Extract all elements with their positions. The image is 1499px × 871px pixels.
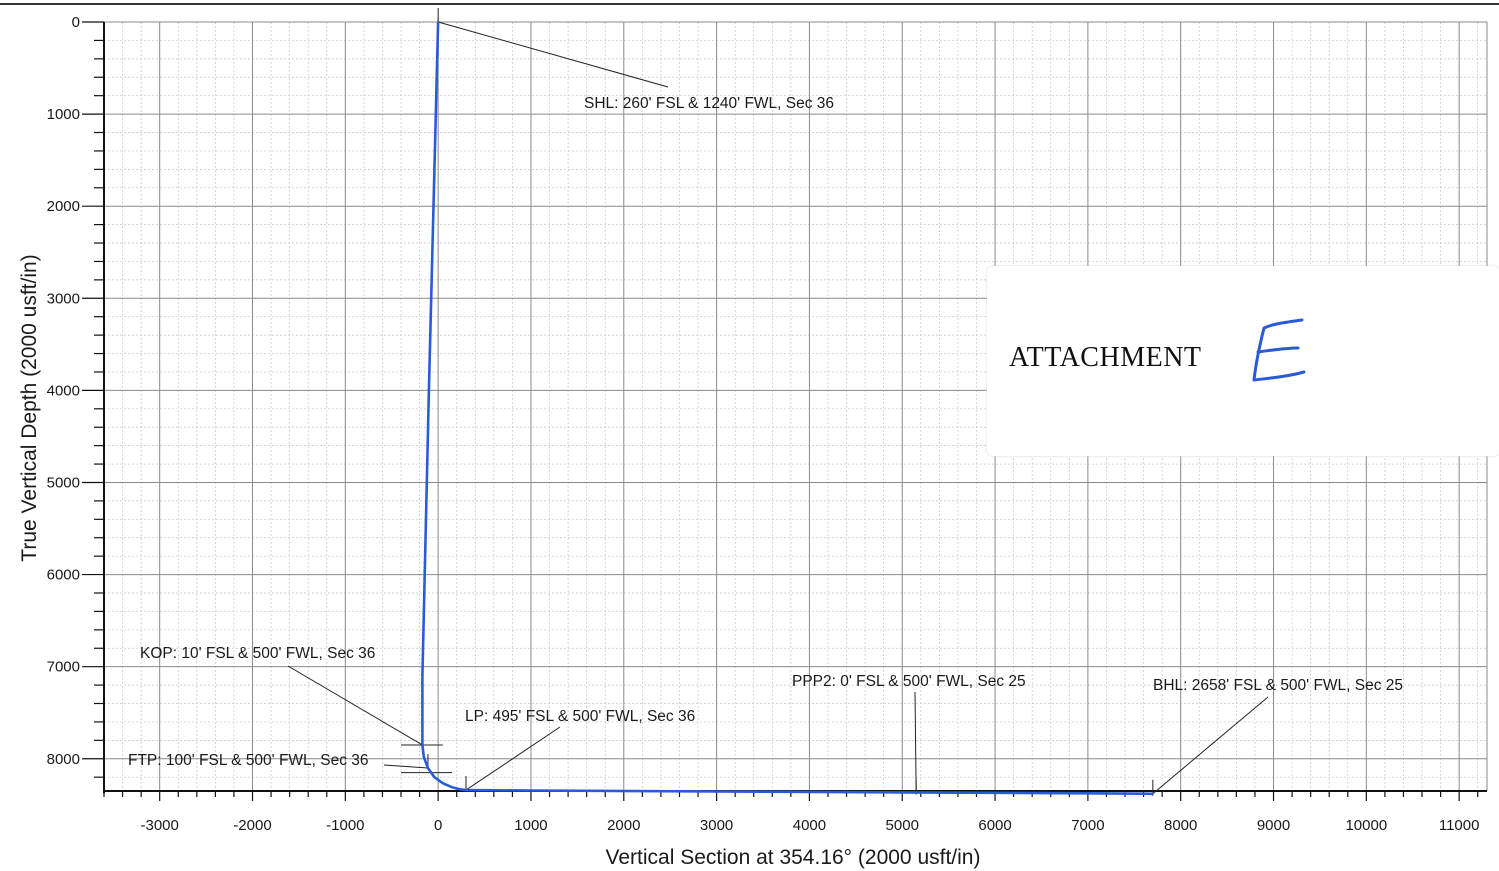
y-tick-label: 7000 (47, 659, 80, 676)
y-tick-label: 4000 (47, 382, 80, 399)
annotation-label: FTP: 100' FSL & 500' FWL, Sec 36 (128, 752, 369, 769)
x-tick-label: 2000 (607, 817, 640, 834)
x-tick-label: -2000 (233, 817, 271, 834)
plot-area (421, 18, 1153, 796)
axes: -3000 -2000 -1000 0 1000 2000 3000 4000 5000 6000… (0, 3, 1499, 834)
attachment-stamp: ATTACHMENT (987, 266, 1499, 456)
annotation-leader (1152, 696, 1269, 795)
annotation-label: LP: 495' FSL & 500' FWL, Sec 36 (465, 708, 695, 725)
annotation-leader (438, 21, 669, 88)
annotation-leaders (287, 8, 1269, 796)
annotation-label: PPP2: 0' FSL & 500' FWL, Sec 25 (792, 673, 1026, 690)
x-tick-label: 11000 (1439, 817, 1480, 834)
attachment-label: ATTACHMENT (1009, 342, 1202, 373)
annotation-leader (287, 665, 423, 746)
x-tick-label: 8000 (1164, 817, 1197, 834)
annotation-label: BHL: 2658' FSL & 500' FWL, Sec 25 (1153, 677, 1403, 694)
x-axis-title: Vertical Section at 354.16° (2000 usft/i… (606, 846, 981, 869)
x-tick-label: 0 (434, 817, 442, 834)
annotation-label: KOP: 10' FSL & 500' FWL, Sec 36 (140, 645, 375, 662)
y-tick-label: 8000 (47, 751, 80, 768)
x-tick-label: 3000 (700, 817, 733, 834)
x-tick-label: 4000 (793, 817, 826, 834)
x-tick-label: -1000 (326, 817, 364, 834)
y-tick-label: 1000 (47, 106, 80, 123)
x-tick-label: 1000 (514, 817, 547, 834)
y-tick-label: 0 (72, 14, 80, 31)
annotation-leader (914, 691, 917, 793)
y-tick-label: 5000 (47, 474, 80, 491)
annotation-leader (465, 726, 561, 791)
y-tick-label: 3000 (47, 290, 80, 307)
y-tick-label: 6000 (47, 567, 80, 584)
y-tick-label: 2000 (47, 198, 80, 215)
x-tick-label: 10000 (1345, 817, 1387, 834)
x-tick-label: -3000 (141, 817, 179, 834)
annotation-label: SHL: 260' FSL & 1240' FWL, Sec 36 (584, 95, 834, 112)
annotations: SHL: 260' FSL & 1240' FWL, Sec 36 KOP: 10… (128, 95, 1403, 769)
y-axis-title: True Vertical Depth (2000 usft/in) (18, 254, 41, 561)
x-tick-label: 6000 (978, 817, 1011, 834)
x-tick-label: 7000 (1071, 817, 1104, 834)
x-tick-label: 9000 (1257, 817, 1290, 834)
handwritten-e-letter (1252, 318, 1306, 382)
well-trajectory-line (421, 21, 1153, 796)
annotation-leader (383, 764, 428, 769)
x-tick-label: 5000 (886, 817, 919, 834)
